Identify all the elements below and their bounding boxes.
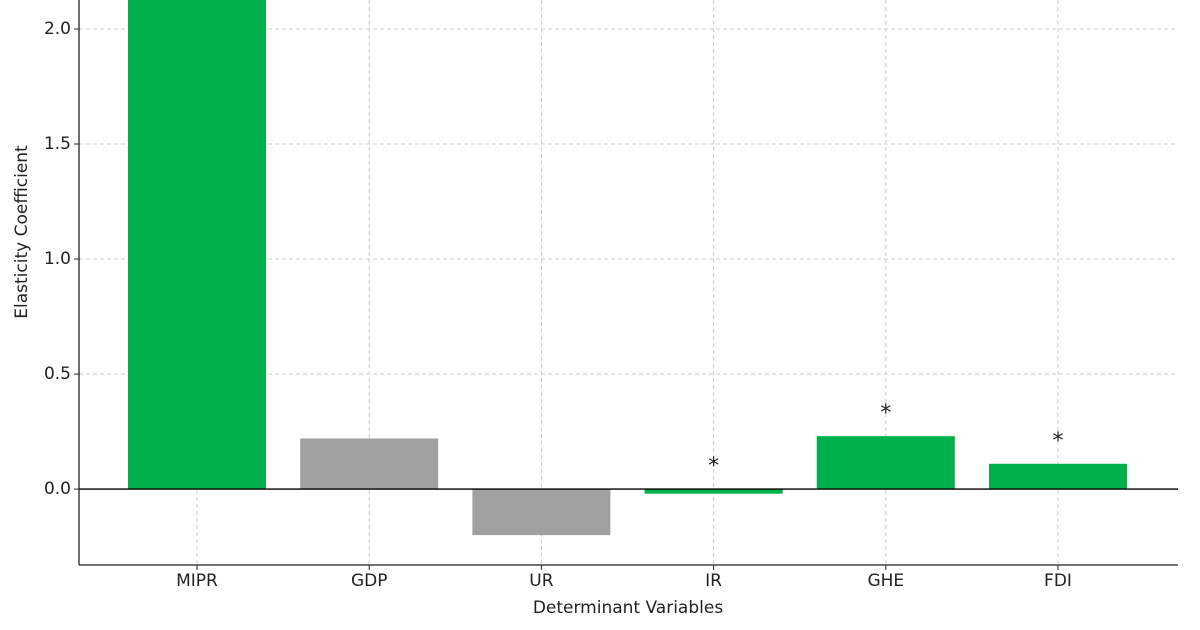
bar [644,489,783,494]
y-tick-label: 2.0 [44,19,71,39]
x-tick-label: MIPR [176,571,218,591]
bar [816,436,955,490]
bar [128,0,266,490]
bar [472,489,611,536]
y-tick-label: 0.0 [44,479,71,499]
x-tick-label: UR [529,571,553,591]
x-axis-label: Determinant Variables [533,598,724,618]
y-tick-label: 1.0 [44,249,71,269]
annotation: * [1053,429,1064,454]
bar [989,463,1127,490]
x-tick-label: GHE [867,571,904,591]
bars [128,0,1127,536]
y-axis-label: Elasticity Coefficient [12,145,32,319]
x-tick-label: IR [705,571,722,591]
y-tick-label: 1.5 [44,134,71,154]
annotation: * [880,401,891,426]
x-tick-label: FDI [1044,571,1072,591]
annotation: * [708,454,719,479]
y-tick-label: 0.5 [44,364,71,384]
bar [300,438,439,490]
x-tick-label: GDP [351,571,388,591]
